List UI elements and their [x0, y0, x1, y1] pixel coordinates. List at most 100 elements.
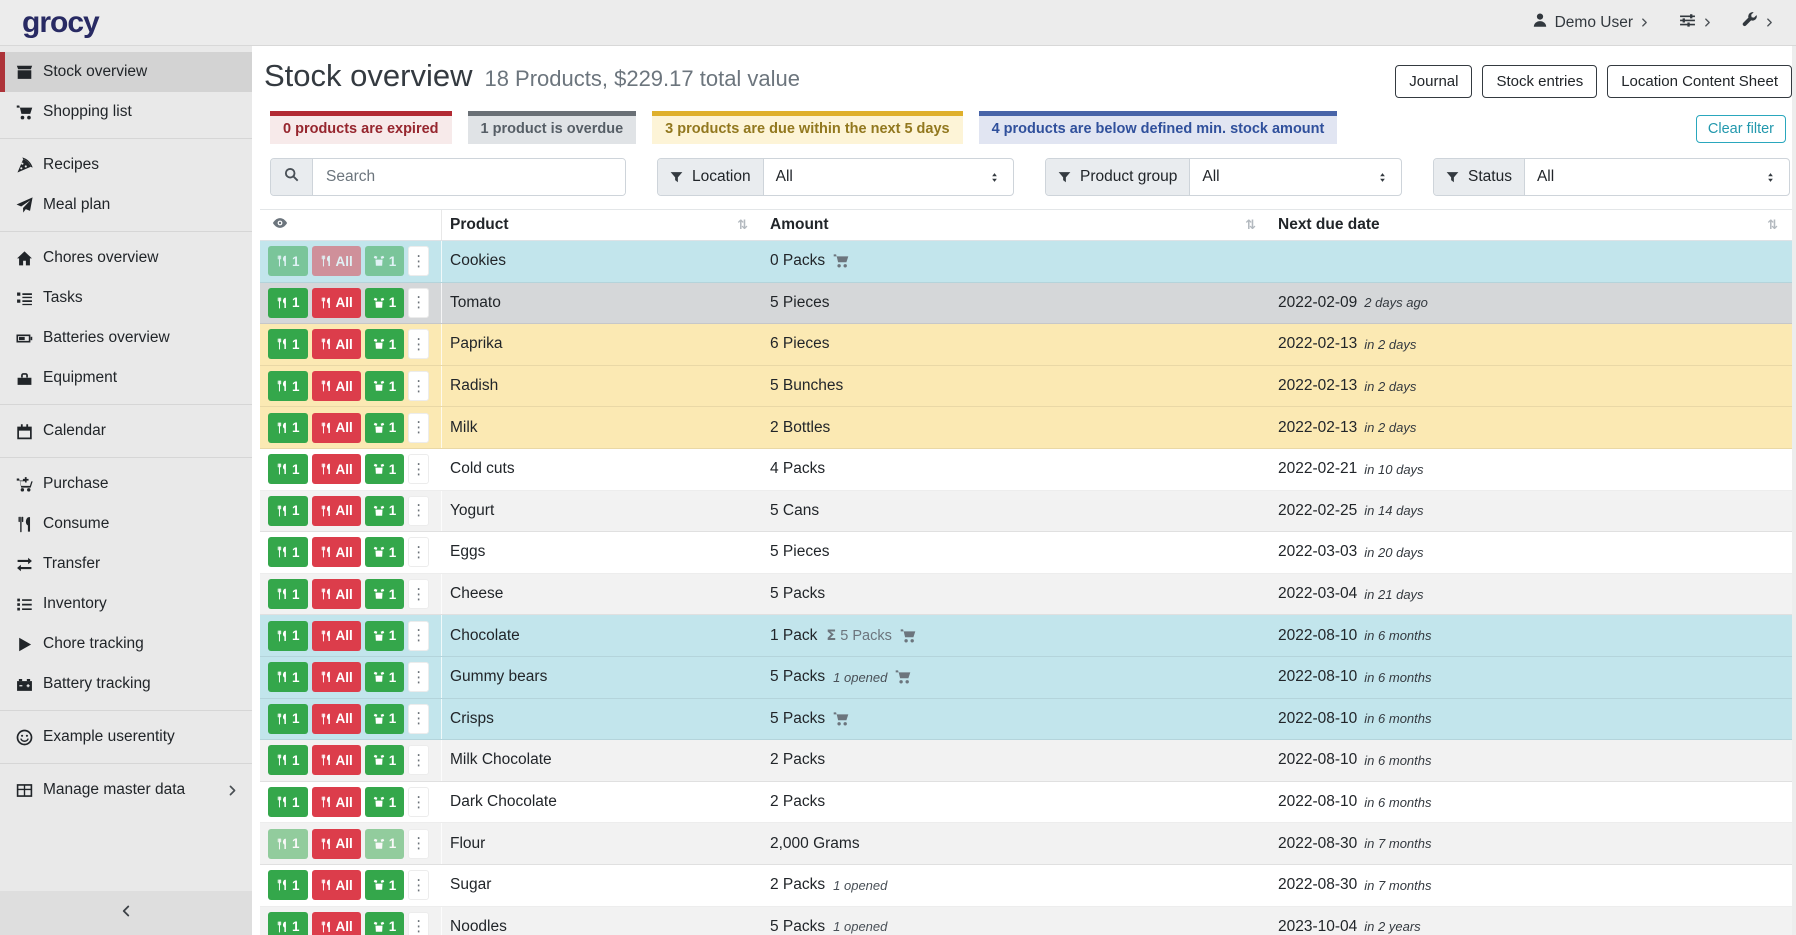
- row-menu-button[interactable]: ⋮: [408, 828, 430, 859]
- open-one-button[interactable]: 1: [364, 246, 405, 277]
- open-one-button[interactable]: 1: [364, 828, 405, 859]
- open-one-button[interactable]: 1: [364, 703, 405, 734]
- row-menu-button[interactable]: ⋮: [408, 579, 430, 610]
- consume-one-button[interactable]: 1: [268, 454, 308, 485]
- consume-all-button[interactable]: All: [311, 787, 361, 818]
- row-menu-button[interactable]: ⋮: [408, 371, 430, 402]
- consume-one-button[interactable]: 1: [268, 870, 308, 901]
- status-banner-min[interactable]: 4 products are below defined min. stock …: [978, 111, 1338, 144]
- open-one-button[interactable]: 1: [364, 454, 405, 485]
- row-menu-button[interactable]: ⋮: [408, 870, 430, 901]
- open-one-button[interactable]: 1: [364, 870, 405, 901]
- sidebar-item-calendar[interactable]: Calendar: [0, 411, 252, 451]
- sidebar-item-recipes[interactable]: Recipes: [0, 145, 252, 185]
- consume-all-button[interactable]: All: [311, 412, 361, 443]
- sidebar-item-stock-overview[interactable]: Stock overview: [0, 52, 252, 92]
- filter-select-location[interactable]: Location All: [657, 158, 1014, 196]
- open-one-button[interactable]: 1: [364, 287, 405, 318]
- consume-all-button[interactable]: All: [311, 911, 361, 935]
- row-menu-button[interactable]: ⋮: [408, 787, 430, 818]
- status-banner-due[interactable]: 3 products are due within the next 5 day…: [652, 111, 963, 144]
- sidebar-item-meal-plan[interactable]: Meal plan: [0, 185, 252, 225]
- column-visibility-header[interactable]: [260, 210, 442, 240]
- column-header-product[interactable]: Product ⇅: [442, 210, 762, 240]
- consume-one-button[interactable]: 1: [268, 620, 308, 651]
- row-menu-button[interactable]: ⋮: [408, 911, 430, 935]
- consume-all-button[interactable]: All: [311, 287, 361, 318]
- consume-one-button[interactable]: 1: [268, 329, 308, 360]
- open-one-button[interactable]: 1: [364, 745, 405, 776]
- consume-one-button[interactable]: 1: [268, 787, 308, 818]
- sidebar-item-chores-overview[interactable]: Chores overview: [0, 238, 252, 278]
- row-menu-button[interactable]: ⋮: [408, 537, 430, 568]
- row-menu-button[interactable]: ⋮: [408, 412, 430, 443]
- open-one-button[interactable]: 1: [364, 620, 405, 651]
- column-header-next-due-date[interactable]: Next due date ⇅: [1270, 210, 1792, 240]
- consume-all-button[interactable]: All: [311, 620, 361, 651]
- sidebar-item-inventory[interactable]: Inventory: [0, 584, 252, 624]
- open-one-button[interactable]: 1: [364, 412, 405, 443]
- sidebar-item-batteries-overview[interactable]: Batteries overview: [0, 318, 252, 358]
- consume-one-button[interactable]: 1: [268, 828, 308, 859]
- row-menu-button[interactable]: ⋮: [408, 454, 430, 485]
- open-one-button[interactable]: 1: [364, 537, 405, 568]
- consume-all-button[interactable]: All: [311, 371, 361, 402]
- open-one-button[interactable]: 1: [364, 329, 405, 360]
- sidebar-item-battery-tracking[interactable]: Battery tracking: [0, 664, 252, 704]
- admin-menu[interactable]: [1742, 12, 1774, 33]
- consume-all-button[interactable]: All: [311, 246, 361, 277]
- sidebar-item-transfer[interactable]: Transfer: [0, 544, 252, 584]
- open-one-button[interactable]: 1: [364, 911, 405, 935]
- sidebar-item-example-userentity[interactable]: Example userentity: [0, 717, 252, 757]
- scrollbar[interactable]: [1792, 46, 1796, 935]
- consume-one-button[interactable]: 1: [268, 371, 308, 402]
- sidebar-item-consume[interactable]: Consume: [0, 504, 252, 544]
- consume-all-button[interactable]: All: [311, 537, 361, 568]
- settings-menu[interactable]: [1679, 12, 1712, 34]
- row-menu-button[interactable]: ⋮: [408, 329, 430, 360]
- consume-all-button[interactable]: All: [311, 329, 361, 360]
- open-one-button[interactable]: 1: [364, 495, 405, 526]
- row-menu-button[interactable]: ⋮: [408, 662, 430, 693]
- open-one-button[interactable]: 1: [364, 787, 405, 818]
- consume-one-button[interactable]: 1: [268, 412, 308, 443]
- consume-one-button[interactable]: 1: [268, 287, 308, 318]
- row-menu-button[interactable]: ⋮: [408, 287, 430, 318]
- consume-one-button[interactable]: 1: [268, 745, 308, 776]
- row-menu-button[interactable]: ⋮: [408, 495, 430, 526]
- filter-select-status[interactable]: Status All: [1433, 158, 1790, 196]
- consume-all-button[interactable]: All: [311, 870, 361, 901]
- status-banner-overdue[interactable]: 1 product is overdue: [467, 111, 637, 144]
- consume-all-button[interactable]: All: [311, 745, 361, 776]
- consume-one-button[interactable]: 1: [268, 703, 308, 734]
- stock-entries-button[interactable]: Stock entries: [1482, 65, 1598, 98]
- consume-one-button[interactable]: 1: [268, 579, 308, 610]
- consume-one-button[interactable]: 1: [268, 662, 308, 693]
- consume-all-button[interactable]: All: [311, 662, 361, 693]
- clear-filter-button[interactable]: Clear filter: [1695, 115, 1786, 143]
- user-menu[interactable]: Demo User: [1532, 12, 1649, 33]
- sidebar-item-shopping-list[interactable]: Shopping list: [0, 92, 252, 132]
- consume-all-button[interactable]: All: [311, 828, 361, 859]
- sidebar-item-tasks[interactable]: Tasks: [0, 278, 252, 318]
- row-menu-button[interactable]: ⋮: [408, 745, 430, 776]
- row-menu-button[interactable]: ⋮: [408, 246, 430, 277]
- row-menu-button[interactable]: ⋮: [408, 703, 430, 734]
- row-menu-button[interactable]: ⋮: [408, 620, 430, 651]
- consume-all-button[interactable]: All: [311, 579, 361, 610]
- consume-all-button[interactable]: All: [311, 703, 361, 734]
- sidebar-item-equipment[interactable]: Equipment: [0, 358, 252, 398]
- column-header-amount[interactable]: Amount ⇅: [762, 210, 1270, 240]
- consume-all-button[interactable]: All: [311, 454, 361, 485]
- consume-one-button[interactable]: 1: [268, 495, 308, 526]
- sidebar-item-manage-master-data[interactable]: Manage master data: [0, 770, 252, 810]
- consume-one-button[interactable]: 1: [268, 537, 308, 568]
- open-one-button[interactable]: 1: [364, 371, 405, 402]
- sidebar-item-chore-tracking[interactable]: Chore tracking: [0, 624, 252, 664]
- consume-all-button[interactable]: All: [311, 495, 361, 526]
- consume-one-button[interactable]: 1: [268, 911, 308, 935]
- open-one-button[interactable]: 1: [364, 662, 405, 693]
- search-input[interactable]: [313, 159, 625, 195]
- sidebar-item-purchase[interactable]: Purchase: [0, 464, 252, 504]
- journal-button[interactable]: Journal: [1395, 65, 1473, 98]
